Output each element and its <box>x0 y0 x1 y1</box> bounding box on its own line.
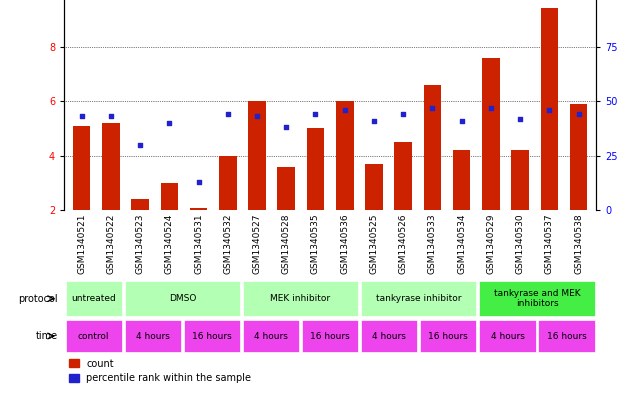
Bar <box>65 281 122 316</box>
Text: 4 hours: 4 hours <box>372 332 406 340</box>
Text: GSM1340529: GSM1340529 <box>487 214 495 274</box>
Text: GSM1340521: GSM1340521 <box>77 214 86 274</box>
Bar <box>540 9 558 210</box>
Text: 4 hours: 4 hours <box>490 332 524 340</box>
Bar <box>482 57 500 210</box>
Bar <box>336 101 353 210</box>
Point <box>340 107 350 113</box>
Bar <box>307 129 324 210</box>
Legend: count, percentile rank within the sample: count, percentile rank within the sample <box>69 358 251 384</box>
Text: 16 hours: 16 hours <box>428 332 468 340</box>
Text: GSM1340522: GSM1340522 <box>106 214 115 274</box>
Text: GSM1340537: GSM1340537 <box>545 214 554 274</box>
Bar <box>479 320 535 352</box>
Text: protocol: protocol <box>18 294 58 304</box>
Text: GSM1340527: GSM1340527 <box>253 214 262 274</box>
Text: GSM1340535: GSM1340535 <box>311 214 320 274</box>
Text: MEK inhibitor: MEK inhibitor <box>271 294 331 303</box>
Text: GSM1340538: GSM1340538 <box>574 214 583 274</box>
Point <box>486 105 496 111</box>
Text: time: time <box>35 331 58 341</box>
Text: control: control <box>78 332 110 340</box>
Point <box>574 111 584 118</box>
Bar <box>65 320 122 352</box>
Point <box>310 111 320 118</box>
Text: 16 hours: 16 hours <box>310 332 350 340</box>
Text: GSM1340531: GSM1340531 <box>194 214 203 274</box>
Bar <box>243 320 299 352</box>
Bar <box>243 281 358 316</box>
Point <box>369 118 379 124</box>
Text: GSM1340528: GSM1340528 <box>282 214 291 274</box>
Point <box>515 116 525 122</box>
Bar <box>102 123 120 210</box>
Text: 4 hours: 4 hours <box>136 332 170 340</box>
Bar <box>125 320 181 352</box>
Bar <box>512 150 529 210</box>
Text: 16 hours: 16 hours <box>547 332 587 340</box>
Text: GSM1340532: GSM1340532 <box>223 214 232 274</box>
Point <box>398 111 408 118</box>
Bar <box>420 320 476 352</box>
Bar <box>73 126 90 210</box>
Point <box>456 118 467 124</box>
Bar <box>248 101 266 210</box>
Text: GSM1340534: GSM1340534 <box>457 214 466 274</box>
Bar <box>394 142 412 210</box>
Text: GSM1340526: GSM1340526 <box>399 214 408 274</box>
Text: DMSO: DMSO <box>169 294 196 303</box>
Text: GSM1340524: GSM1340524 <box>165 214 174 274</box>
Point <box>164 120 174 126</box>
Text: 16 hours: 16 hours <box>192 332 232 340</box>
Text: tankyrase and MEK
inhibitors: tankyrase and MEK inhibitors <box>494 289 580 309</box>
Point <box>544 107 554 113</box>
Bar <box>424 85 441 210</box>
Bar <box>278 167 295 210</box>
Bar <box>361 281 476 316</box>
Bar <box>538 320 595 352</box>
Bar <box>184 320 240 352</box>
Text: tankyrase inhibitor: tankyrase inhibitor <box>376 294 462 303</box>
Bar <box>570 104 587 210</box>
Bar <box>219 156 237 210</box>
Text: 4 hours: 4 hours <box>254 332 288 340</box>
Point <box>194 179 204 185</box>
Point <box>135 141 146 148</box>
Point <box>281 124 292 130</box>
Point <box>428 105 438 111</box>
Point <box>222 111 233 118</box>
Text: untreated: untreated <box>71 294 116 303</box>
Point <box>252 113 262 119</box>
Bar <box>365 164 383 210</box>
Bar <box>479 281 595 316</box>
Bar <box>160 183 178 210</box>
Text: GSM1340533: GSM1340533 <box>428 214 437 274</box>
Bar <box>361 320 417 352</box>
Bar <box>453 150 470 210</box>
Point <box>106 113 116 119</box>
Text: GSM1340536: GSM1340536 <box>340 214 349 274</box>
Text: GSM1340530: GSM1340530 <box>515 214 524 274</box>
Bar <box>131 199 149 210</box>
Bar <box>125 281 240 316</box>
Bar <box>190 208 207 210</box>
Text: GSM1340523: GSM1340523 <box>136 214 145 274</box>
Point <box>76 113 87 119</box>
Bar <box>302 320 358 352</box>
Text: GSM1340525: GSM1340525 <box>369 214 378 274</box>
